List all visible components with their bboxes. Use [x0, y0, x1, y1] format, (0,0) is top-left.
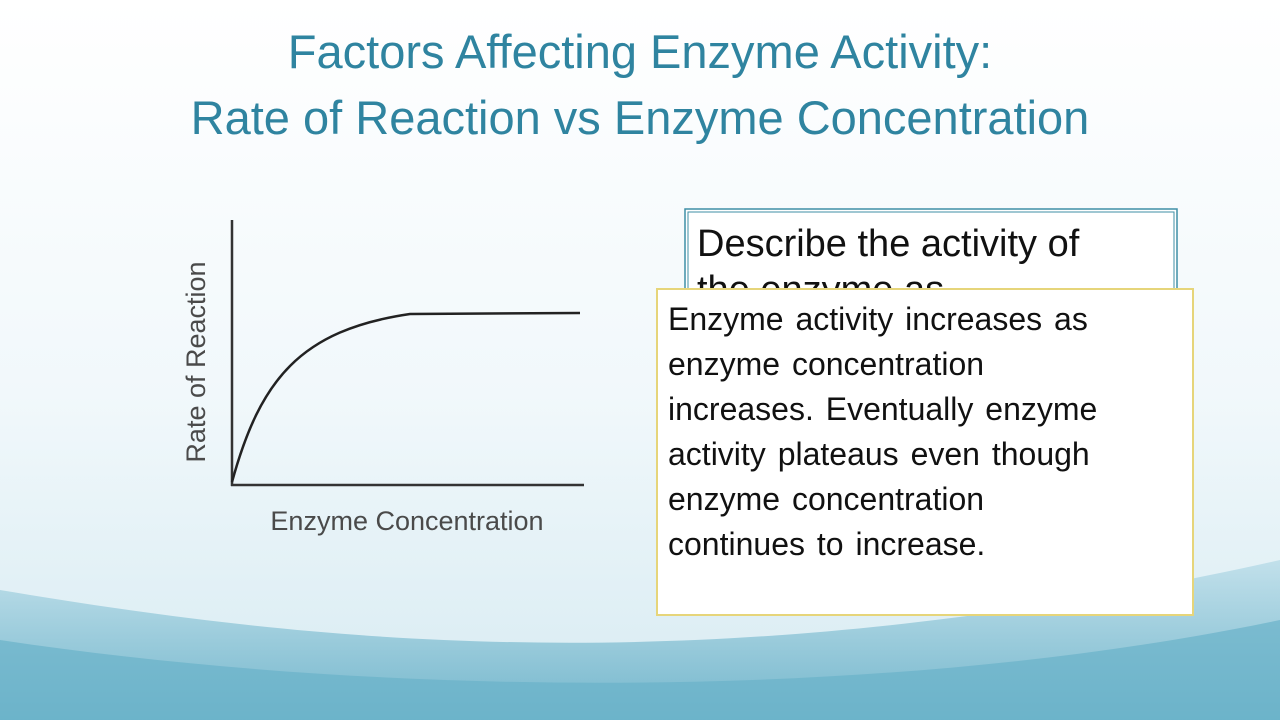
question-text: Describe the activity of: [697, 223, 1080, 265]
curve: [230, 311, 581, 483]
answer-text: continues to increase.: [668, 526, 985, 562]
x-axis-label: Enzyme Concentration: [270, 506, 543, 536]
answer-text: Enzyme activity increases as: [668, 301, 1088, 337]
y-axis-label: Rate of Reaction: [181, 261, 211, 462]
answer-frame: [656, 288, 1194, 616]
wave: [0, 620, 1280, 720]
title-line: Rate of Reaction vs Enzyme Concentration: [191, 91, 1090, 144]
figure: Rate of Reaction Enzyme Concentration: [181, 220, 584, 536]
answer-box: Enzyme activity increases as enzyme conc…: [656, 288, 1194, 616]
answer-text: activity plateaus even though: [668, 436, 1090, 472]
answer-text: enzyme concentration: [668, 481, 984, 517]
title-line: Factors Affecting Enzyme Activity:: [288, 25, 992, 78]
answer-text: enzyme concentration: [668, 346, 984, 382]
answer-text: increases. Eventually enzyme: [668, 391, 1097, 427]
